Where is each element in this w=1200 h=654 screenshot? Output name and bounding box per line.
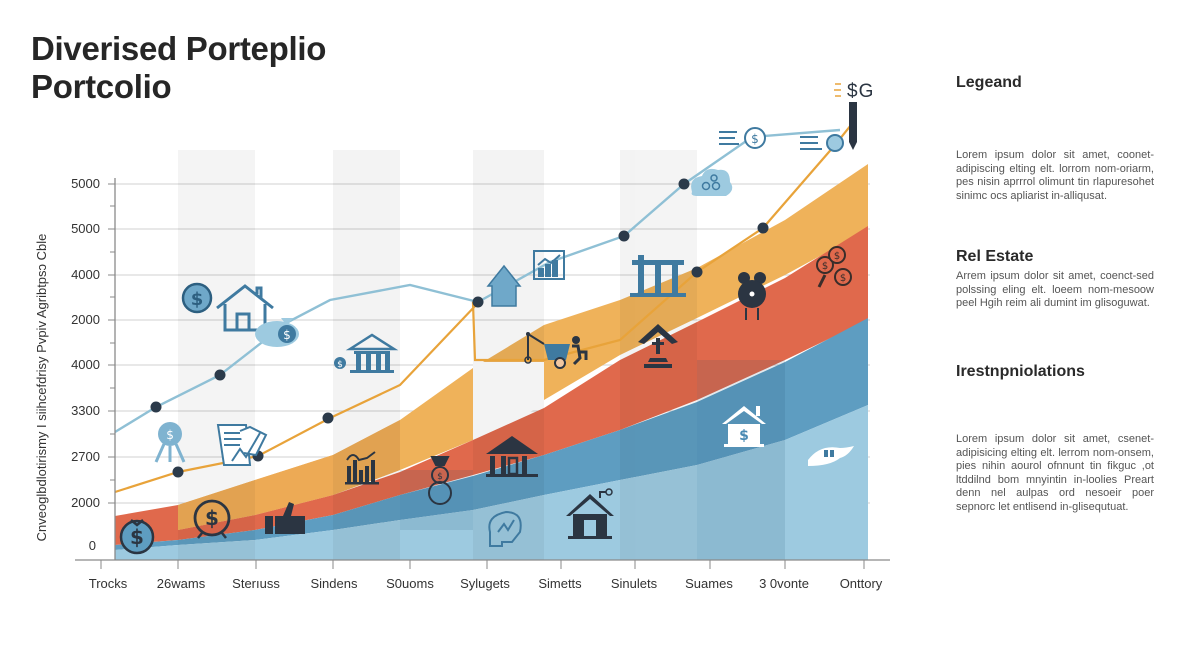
svg-text:$: $	[437, 472, 443, 482]
x-tick-label: Sinulets	[610, 576, 658, 591]
area-orange	[178, 164, 868, 530]
coins-search-icon: $ $ $	[816, 246, 852, 288]
area-orange-lower	[178, 420, 400, 530]
x-tick-label: Sterıuss	[232, 576, 280, 591]
bar-chart-icon	[345, 451, 379, 485]
area-light-blue	[115, 405, 868, 560]
legend-section-real-estate: Rel Estate	[956, 248, 1034, 265]
shelter-icon	[638, 324, 678, 368]
coin-speed-icon	[800, 134, 844, 152]
y-tick-label: 2700	[71, 449, 100, 464]
svg-text:$: $	[205, 506, 219, 530]
y-tick-label: 5000	[71, 221, 100, 236]
growth-chart-icon	[488, 510, 522, 547]
temple-icon	[630, 255, 686, 297]
top-annotation: $G	[847, 81, 875, 102]
x-tick-label: 3 0vonte	[759, 576, 809, 591]
legend-heading: Legeand	[956, 74, 1022, 91]
legend-description: Lorem ipsum dolor sit amet, coonet-adipi…	[956, 149, 1154, 202]
certificate-icon: $	[154, 422, 186, 463]
sparkle-icon	[834, 83, 841, 97]
turtle-icon	[808, 446, 854, 466]
bank-dollar-icon: $	[334, 333, 399, 373]
axes	[75, 178, 890, 561]
line-markers	[150, 178, 769, 478]
line-orange	[114, 119, 856, 494]
x-tick-label: Suames	[685, 576, 733, 591]
svg-text:$: $	[739, 428, 749, 444]
x-tick-label: Sylugets	[460, 576, 510, 591]
y-minor-ticks	[108, 183, 115, 504]
svg-text:$: $	[822, 261, 828, 272]
chart-title-line1: Diverised Porteplio	[31, 30, 327, 67]
svg-text:$: $	[834, 251, 840, 262]
trolley-icon	[524, 332, 588, 369]
coin-icon: $	[181, 282, 213, 314]
area-steel-blue	[115, 318, 868, 550]
upload-house-icon	[486, 264, 522, 307]
column-shading-dark	[400, 360, 785, 560]
thumbs-up-icon	[265, 502, 305, 534]
x-tick-label: Onttory	[839, 576, 883, 591]
house-outline-icon	[216, 284, 274, 332]
y-tick-label: 3300	[71, 403, 100, 418]
cloud-coins-icon	[691, 168, 733, 196]
y-tick-label: 4000	[71, 267, 100, 282]
chart-title: Diverised Porteplio Portcolio	[31, 30, 326, 106]
svg-text:$: $	[751, 132, 759, 146]
x-tick-label: Simetts	[538, 576, 582, 591]
area-coral	[115, 226, 868, 545]
y-tick-label: 5000	[71, 176, 100, 191]
piggy-icon	[738, 272, 766, 320]
svg-text:$: $	[130, 525, 144, 549]
svg-text:$: $	[283, 328, 291, 342]
coin-speed-icon: $	[719, 127, 766, 149]
legend-investments-text: Lorem ipsum dolor sit amet, csenet-adipi…	[956, 433, 1154, 513]
money-bag-icon: $	[119, 519, 155, 555]
y-tick-label: 2000	[71, 495, 100, 510]
y-axis-label: Cnveoglbdlotirismy I siihcefdrisy Pvpiv …	[34, 233, 49, 542]
area-gap	[473, 362, 544, 440]
stacked-areas	[115, 150, 868, 560]
document-chart-icon	[216, 424, 268, 466]
legend-section-investments: Irestnpniolations	[956, 363, 1085, 380]
pen-icon	[849, 102, 857, 150]
bank-icon	[486, 436, 538, 477]
x-tick-label: Trocks	[88, 576, 128, 591]
chart-title-line2: Portcolio	[31, 68, 172, 105]
svg-text:$: $	[166, 428, 174, 442]
x-tick-label: S0uoms	[386, 576, 434, 591]
clock-dollar-icon: $	[193, 499, 231, 539]
dollar-sack-icon: $	[428, 456, 452, 505]
legend-real-estate-text: Arrem ipsum dolor sit amet, coenct-sed p…	[956, 270, 1154, 310]
line-blue	[114, 128, 841, 434]
y-tick-label: 0	[88, 538, 96, 553]
svg-text:$: $	[191, 289, 204, 310]
x-tick-label: Sindens	[310, 576, 358, 591]
house-icon	[566, 488, 614, 539]
svg-text:$: $	[840, 273, 846, 284]
y-tick-label: 4000	[71, 357, 100, 372]
y-tick-label: 2000	[71, 312, 100, 327]
svg-text:$: $	[337, 360, 343, 370]
x-tick-label: 26wams	[156, 576, 206, 591]
dollar-bag-icon: $	[255, 318, 299, 347]
x-ticks	[100, 560, 865, 569]
chart-frame-icon	[533, 250, 565, 280]
home-dollar-icon: $	[722, 406, 766, 447]
